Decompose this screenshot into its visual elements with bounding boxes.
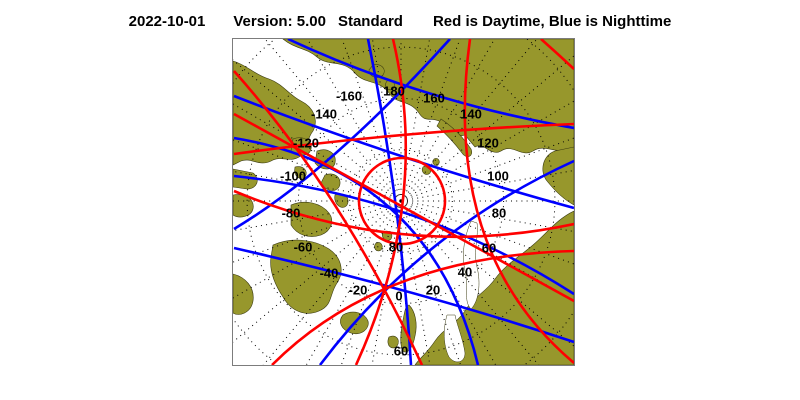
polar-map: 180 160 140 120 100 80 60 40 20 0 -20 -40 -60 -80 -100… (232, 38, 575, 366)
ocean-inlet (444, 314, 466, 363)
plot-title: 2022-10-01 Version: 5.00 Standard Red is Da… (0, 13, 800, 30)
landmass (233, 273, 254, 315)
title-version: Version: 5.00 (233, 13, 326, 30)
title-color-legend: Red is Daytime, Blue is Nighttime (432, 13, 672, 30)
satellite-track-nighttime (233, 39, 451, 231)
map-canvas (233, 39, 574, 365)
landmass (233, 168, 258, 190)
satellite-track-daytime (233, 70, 424, 365)
satellite-track-daytime (233, 112, 574, 303)
track-layer (233, 39, 574, 365)
landmass (290, 201, 333, 237)
satellite-track-daytime (463, 39, 574, 364)
satellite-track-nighttime (233, 246, 574, 344)
landmass (294, 166, 307, 179)
satellite-track-nighttime (318, 159, 574, 365)
satellite-track-daytime (540, 39, 574, 70)
landmass (436, 118, 472, 157)
landmass (270, 239, 342, 314)
satellite-track-daytime (271, 249, 574, 365)
satellite-track-nighttime (287, 39, 574, 130)
polar-orbit-circle (357, 156, 447, 246)
satellite-track-daytime (354, 39, 408, 365)
ocean-inlet (463, 220, 480, 310)
satellite-track-nighttime (233, 174, 574, 296)
satellite-track-nighttime (233, 136, 480, 365)
landmass (387, 335, 399, 349)
satellite-track-daytime (233, 122, 574, 156)
satellite-track-nighttime (233, 94, 574, 210)
title-date: 2022-10-01 (128, 13, 206, 30)
landmass (542, 146, 574, 206)
latitude-circle (297, 97, 505, 305)
latitude-circle (349, 149, 453, 253)
satellite-track-daytime (233, 189, 574, 239)
title-mode: Standard (337, 13, 403, 30)
